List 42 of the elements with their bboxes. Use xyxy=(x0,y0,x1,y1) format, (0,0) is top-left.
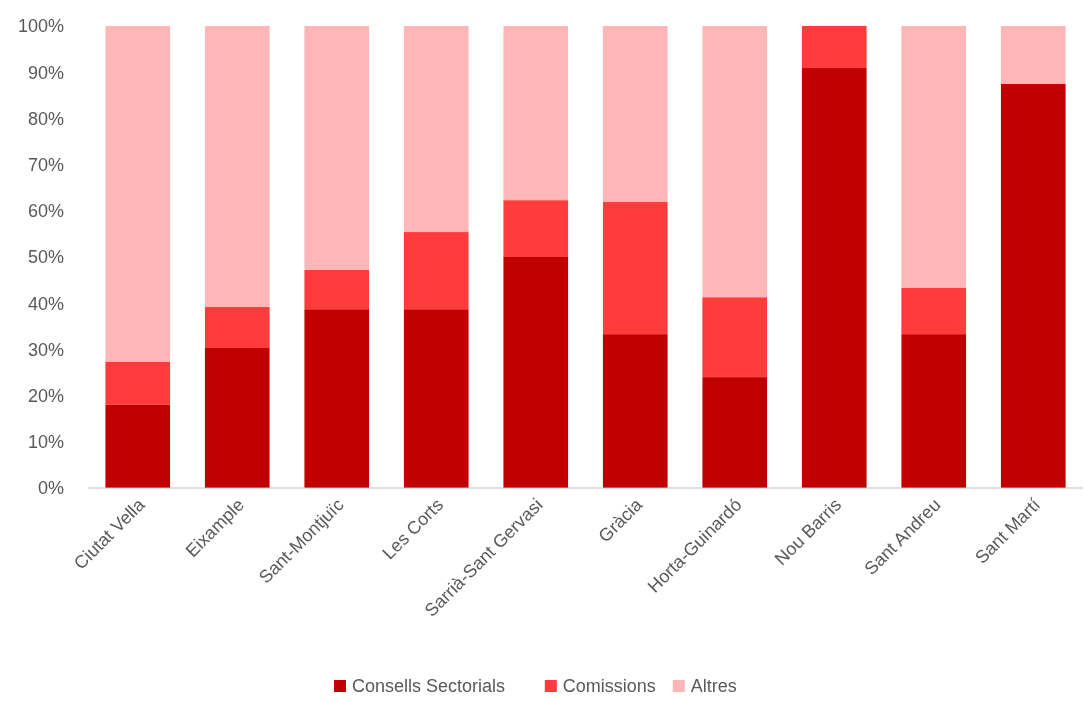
bar xyxy=(602,202,668,335)
bar xyxy=(204,26,270,307)
bar xyxy=(403,309,469,488)
bar xyxy=(204,348,270,488)
bar xyxy=(801,68,867,488)
bar xyxy=(304,26,370,270)
legend-label: Consells Sectorials xyxy=(352,676,506,696)
bar xyxy=(105,361,171,405)
bar xyxy=(403,232,469,310)
y-tick-label: 70% xyxy=(27,154,64,175)
bar xyxy=(901,334,967,488)
bar xyxy=(1000,26,1066,84)
bar xyxy=(304,309,370,488)
y-tick-label: 20% xyxy=(27,385,64,406)
bar xyxy=(105,26,171,362)
y-tick-label: 40% xyxy=(27,293,64,314)
y-tick-label: 60% xyxy=(27,201,64,222)
bar xyxy=(1000,83,1066,488)
y-tick-label: 0% xyxy=(37,478,64,499)
bar xyxy=(602,334,668,488)
y-tick-label: 50% xyxy=(27,247,64,268)
y-tick-label: 80% xyxy=(27,108,64,129)
bar xyxy=(702,377,768,488)
y-tick-label: 100% xyxy=(17,16,64,37)
legend-label: Comissions xyxy=(562,676,656,696)
bar xyxy=(503,26,569,201)
bar xyxy=(503,257,569,488)
bar xyxy=(403,26,469,233)
legend-label: Altres xyxy=(690,676,737,696)
y-tick-label: 30% xyxy=(27,339,64,360)
bar xyxy=(901,287,967,335)
bar xyxy=(503,200,569,257)
bar xyxy=(901,26,967,288)
bar xyxy=(702,297,768,378)
bar xyxy=(702,26,768,298)
bar xyxy=(304,269,370,310)
y-tick-label: 90% xyxy=(27,62,64,83)
bar xyxy=(602,26,668,203)
bar xyxy=(204,306,270,349)
bar xyxy=(801,26,867,69)
bar xyxy=(105,404,171,488)
y-tick-label: 10% xyxy=(27,432,64,453)
